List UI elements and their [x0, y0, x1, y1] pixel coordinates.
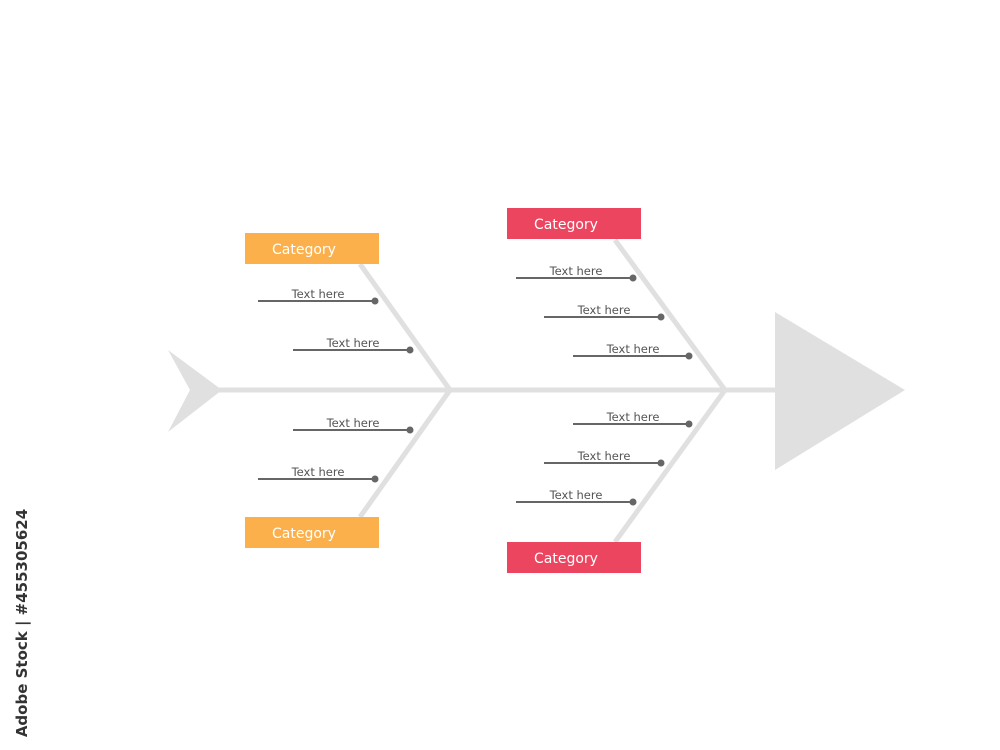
- cause-dot: [629, 274, 637, 282]
- cause-text: Text here: [606, 342, 660, 356]
- category-label: Category: [534, 551, 598, 567]
- fish-tail: [168, 350, 222, 432]
- cause-text: Text here: [291, 287, 345, 301]
- cause-dot: [371, 297, 379, 305]
- cause-text: Text here: [326, 416, 380, 430]
- cause-dot: [657, 459, 665, 467]
- category-label: Category: [534, 217, 598, 233]
- cause-text: Text here: [577, 303, 631, 317]
- stock-credit: Adobe Stock | #455305624: [13, 508, 31, 738]
- cause-dot: [371, 475, 379, 483]
- fish-head: [775, 312, 905, 470]
- branch-bone: [612, 238, 728, 392]
- branch-4: Category Text here Text here Text here: [507, 388, 728, 573]
- category-box: [507, 542, 641, 573]
- cause-text: Text here: [326, 336, 380, 350]
- branch-1: Category Text here Text here: [245, 233, 453, 392]
- cause-text: Text here: [549, 488, 603, 502]
- cause-dot: [406, 426, 414, 434]
- cause-dot: [685, 352, 693, 360]
- category-box: [245, 233, 379, 264]
- category-label: Category: [272, 242, 336, 258]
- cause-text: Text here: [577, 449, 631, 463]
- cause-text: Text here: [606, 410, 660, 424]
- branch-bone: [357, 262, 453, 392]
- cause-dot: [406, 346, 414, 354]
- branch-3: Category Text here Text here Text here: [507, 208, 728, 392]
- cause-text: Text here: [291, 465, 345, 479]
- category-label: Category: [272, 526, 336, 542]
- cause-dot: [629, 498, 637, 506]
- branch-bone: [357, 388, 453, 519]
- cause-dot: [657, 313, 665, 321]
- cause-text: Text here: [549, 264, 603, 278]
- category-box: [507, 208, 641, 239]
- cause-dot: [685, 420, 693, 428]
- category-box: [245, 517, 379, 548]
- branch-2: Category Text here Text here: [245, 388, 453, 548]
- branch-bone: [612, 388, 728, 544]
